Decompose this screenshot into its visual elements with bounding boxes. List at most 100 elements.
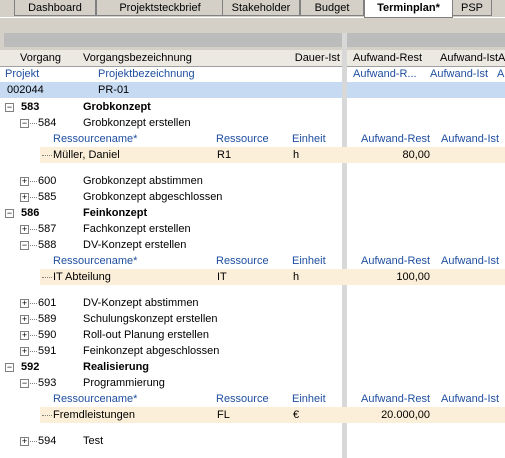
task-name: Feinkonzept abgeschlossen — [83, 345, 220, 357]
resource-header: Ressource — [216, 393, 269, 405]
project-header-label: Aufwand-Ist — [497, 68, 505, 80]
tree-line — [42, 277, 52, 278]
tree-toggle[interactable]: − — [20, 378, 29, 388]
task-name: DV-Konzept erstellen — [83, 239, 187, 251]
tree-line — [42, 155, 52, 156]
task-id: 601 — [38, 297, 57, 309]
tab[interactable]: Projektsteckbrief — [96, 0, 224, 16]
tree-toggle[interactable]: − — [5, 208, 14, 218]
group-bar — [4, 33, 505, 47]
task-id: 591 — [38, 345, 57, 357]
resource-unit: h — [293, 271, 300, 283]
project-header-label: Aufwand-R... — [353, 68, 417, 80]
tree-line — [30, 181, 37, 182]
phase-id: 592 — [21, 361, 40, 373]
resource-header: Ressourcename* — [53, 393, 138, 405]
task-id: 590 — [38, 329, 57, 341]
task-name: Grobkonzept abstimmen — [83, 175, 203, 187]
tree-toggle[interactable]: + — [20, 436, 29, 446]
resource-row-bg — [40, 407, 505, 423]
resource-header: Ressource — [216, 133, 269, 145]
tree-line — [30, 319, 37, 320]
tree-toggle[interactable]: − — [5, 362, 14, 372]
tree-toggle[interactable]: + — [20, 224, 29, 234]
tree-toggle[interactable]: + — [20, 298, 29, 308]
tree-line — [30, 335, 37, 336]
resource-unit: h — [293, 149, 300, 161]
tree-toggle[interactable]: + — [20, 176, 29, 186]
tree-line — [30, 351, 37, 352]
resource-header: Aufwand-Rest — [361, 393, 431, 405]
tree-toggle[interactable]: − — [5, 102, 14, 112]
task-id: 584 — [38, 117, 57, 129]
project-header-label: Aufwand-Ist — [430, 68, 489, 80]
resource-header: Einheit — [292, 393, 326, 405]
tree-toggle[interactable]: − — [20, 118, 29, 128]
resource-code: R1 — [217, 149, 232, 161]
tab[interactable]: PSP — [452, 0, 492, 16]
tree-toggle[interactable]: − — [20, 240, 29, 250]
task-id: 589 — [38, 313, 57, 325]
column-header — [0, 50, 505, 67]
task-id: 593 — [38, 377, 57, 389]
resource-header: Aufwand-Rest — [361, 133, 431, 145]
project-header-label: Projektbezeichnung — [98, 68, 195, 80]
tree-line — [30, 229, 37, 230]
tree-line — [42, 415, 52, 416]
task-name: Schulungskonzept erstellen — [83, 313, 218, 325]
resource-row-bg — [40, 269, 505, 285]
column-title[interactable]: Vorgang — [20, 52, 61, 64]
resource-header: Ressource — [216, 255, 269, 267]
resource-header: Aufwand-Ist — [441, 393, 500, 405]
project-name: PR-01 — [98, 84, 130, 96]
column-title[interactable]: A — [498, 52, 505, 64]
tab[interactable]: Dashboard — [14, 0, 96, 16]
resource-effort: 80,00 — [402, 149, 430, 161]
tree-line — [30, 303, 37, 304]
resource-header: Aufwand-Rest — [361, 255, 431, 267]
task-name: Grobkonzept erstellen — [83, 117, 191, 129]
phase-id: 583 — [21, 101, 40, 113]
resource-code: FL — [217, 409, 230, 421]
task-name: Fachkonzept erstellen — [83, 223, 191, 235]
tree-line — [30, 383, 37, 384]
resource-name: Müller, Daniel — [53, 149, 120, 161]
phase-name: Grobkonzept — [83, 101, 151, 113]
resource-header: Einheit — [292, 133, 326, 145]
task-name: Grobkonzept abgeschlossen — [83, 191, 223, 203]
tree-toggle[interactable]: + — [20, 330, 29, 340]
resource-header: Aufwand-Ist — [441, 133, 500, 145]
tab[interactable]: Terminplan* — [364, 0, 453, 18]
phase-name: Realisierung — [83, 361, 150, 373]
task-id: 587 — [38, 223, 57, 235]
resource-header: Einheit — [292, 255, 326, 267]
tab[interactable]: Budget — [300, 0, 364, 16]
tree-toggle[interactable]: + — [20, 314, 29, 324]
resource-header: Ressourcename* — [53, 255, 138, 267]
resource-header: Aufwand-Ist — [441, 255, 500, 267]
resource-header: Ressourcename* — [53, 133, 138, 145]
task-id: 588 — [38, 239, 57, 251]
tree-toggle[interactable]: + — [20, 346, 29, 356]
resource-name: Fremdleistungen — [53, 409, 135, 421]
tree-toggle[interactable]: + — [20, 192, 29, 202]
task-name: Test — [83, 435, 104, 447]
tab[interactable]: Stakeholder — [222, 0, 300, 16]
resource-name: IT Abteilung — [53, 271, 111, 283]
column-title[interactable]: Dauer-Ist — [294, 52, 340, 64]
resource-unit: € — [293, 409, 300, 421]
tree-line — [30, 123, 37, 124]
column-title[interactable]: Vorgangsbezeichnung — [83, 52, 192, 64]
task-id: 585 — [38, 191, 57, 203]
project-id: 002044 — [7, 84, 44, 96]
column-title[interactable]: Aufwand-Ist — [440, 52, 499, 64]
tree-line — [30, 441, 37, 442]
splitter — [342, 33, 347, 458]
column-title[interactable]: Aufwand-Rest — [353, 52, 423, 64]
project-row — [0, 82, 505, 98]
tree-line — [30, 197, 37, 198]
task-id: 600 — [38, 175, 57, 187]
task-id: 594 — [38, 435, 57, 447]
task-name: Roll-out Planung erstellen — [83, 329, 209, 341]
